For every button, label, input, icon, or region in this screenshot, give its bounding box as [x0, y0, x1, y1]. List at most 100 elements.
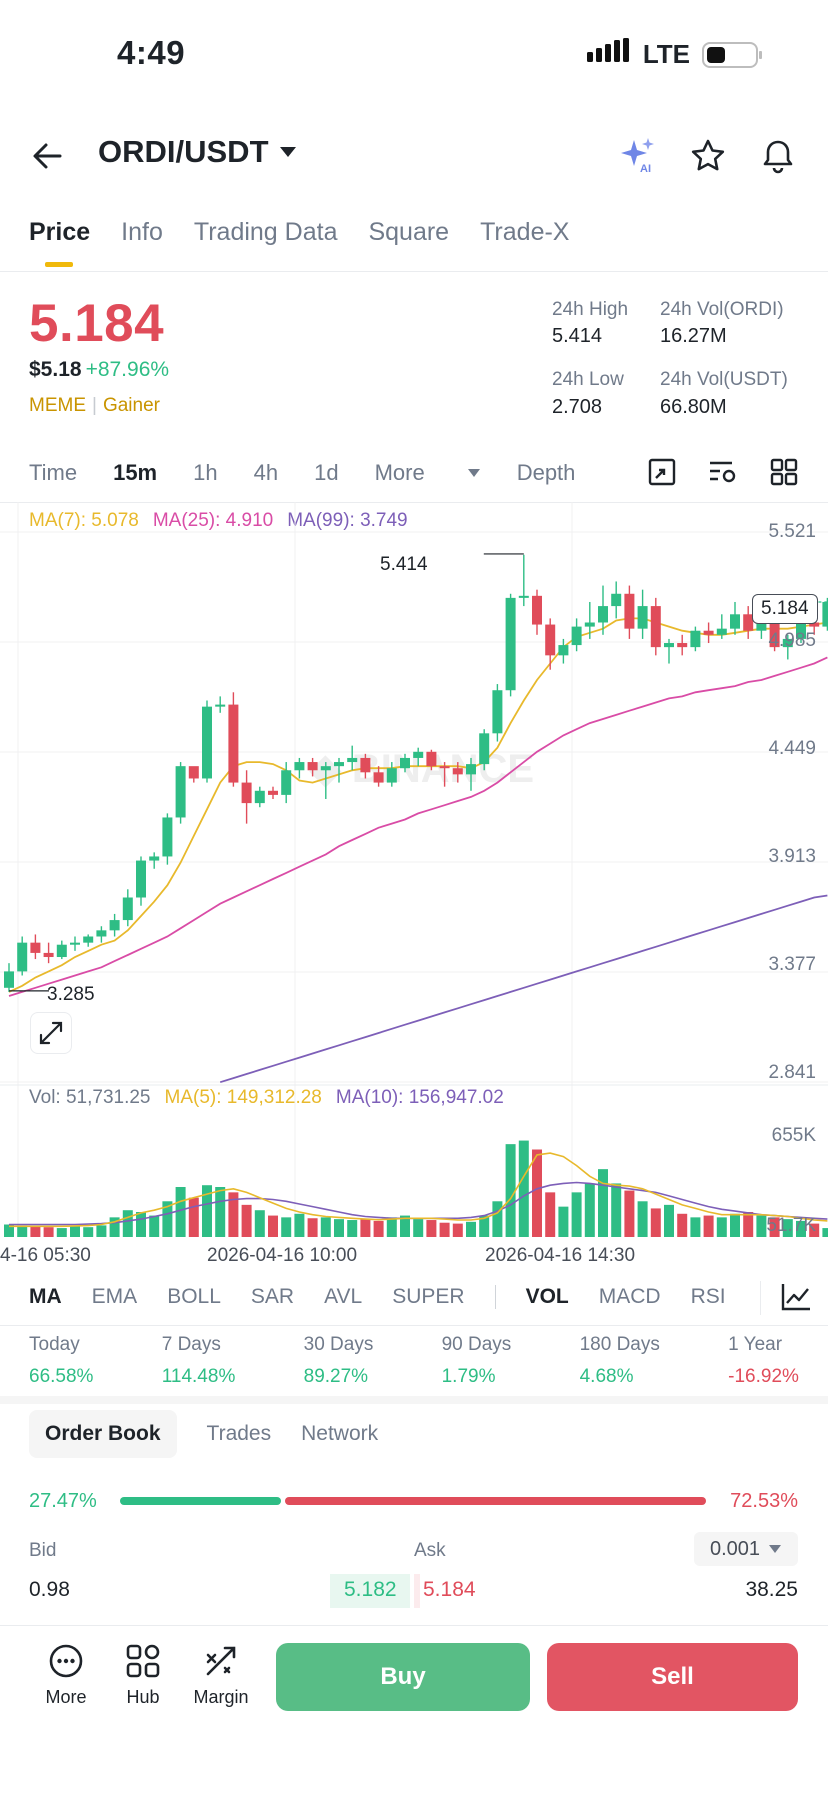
tag-meme[interactable]: MEME	[29, 395, 86, 416]
price-tick-4: 3.913	[768, 846, 816, 867]
time-tick-3: 2026-04-16 14:30	[485, 1245, 636, 1266]
candle-body-down	[650, 606, 661, 648]
volume-bar-up	[4, 1224, 14, 1237]
chart-settings-button[interactable]	[708, 458, 738, 491]
alert-button[interactable]	[758, 136, 798, 176]
indicator-settings-button[interactable]	[780, 1282, 812, 1317]
candle-body-up	[584, 622, 595, 627]
volume-bar-up	[334, 1219, 344, 1237]
candle-body-up	[294, 762, 305, 771]
ind-avl[interactable]: AVL	[324, 1285, 363, 1308]
candle-body-up	[70, 942, 80, 945]
bell-icon	[763, 140, 793, 174]
depth-tab[interactable]: Depth	[516, 460, 576, 485]
ind-sar[interactable]: SAR	[250, 1285, 295, 1308]
price-change: +87.96%	[85, 358, 170, 381]
tab-trade-x[interactable]: Trade-X	[480, 218, 570, 246]
ind-ma[interactable]: MA	[29, 1285, 62, 1308]
candle-body-down	[769, 612, 780, 648]
ai-sparkle-icon: AI	[621, 138, 654, 175]
bid-price[interactable]: 5.182	[344, 1578, 397, 1601]
buy-button[interactable]: Buy	[276, 1643, 530, 1711]
candle-body-up	[664, 643, 674, 648]
fullscreen-chart-button[interactable]	[648, 458, 676, 491]
ai-button[interactable]: AI	[618, 136, 658, 176]
tab-order-book[interactable]: Order Book	[29, 1410, 177, 1458]
volume-bar-down	[769, 1217, 780, 1237]
volume-bar-up	[281, 1217, 292, 1237]
chart-layout-button[interactable]	[770, 458, 798, 491]
interval-more[interactable]: More	[375, 460, 481, 486]
candle-body-up	[4, 971, 14, 988]
tab-info[interactable]: Info	[121, 218, 163, 246]
ask-qty: 38.25	[745, 1578, 798, 1601]
favorite-button[interactable]	[688, 136, 728, 176]
tab-price[interactable]: Price	[29, 218, 91, 267]
tab-network[interactable]: Network	[301, 1422, 379, 1445]
usd-price-row: $5.18 +87.96%	[29, 358, 169, 382]
volume-bar-down	[624, 1190, 635, 1237]
perf-value: 66.58%	[29, 1366, 94, 1387]
ind-ema[interactable]: EMA	[91, 1285, 138, 1308]
perf-item: 90 Days 1.79%	[442, 1334, 512, 1388]
tab-square[interactable]: Square	[368, 218, 450, 246]
tab-trades[interactable]: Trades	[206, 1422, 272, 1445]
candle-body-up	[136, 860, 146, 898]
ind-super[interactable]: SUPER	[392, 1285, 465, 1308]
perf-value: 4.68%	[579, 1366, 634, 1387]
indicator-settings-divider	[760, 1281, 761, 1315]
perf-item: 30 Days 89.27%	[304, 1334, 374, 1388]
candle-body-down	[743, 614, 754, 631]
hub-button[interactable]: Hub	[105, 1643, 181, 1708]
perf-item: 180 Days 4.68%	[580, 1334, 660, 1388]
candle-body-up	[96, 930, 107, 937]
tag-row: MEME | Gainer	[29, 395, 160, 416]
interval-4h[interactable]: 4h	[253, 460, 279, 485]
ind-vol[interactable]: VOL	[525, 1285, 569, 1308]
svg-text:AI: AI	[640, 163, 651, 175]
volume-bar-up	[215, 1187, 226, 1237]
volume-bar-up	[637, 1201, 648, 1237]
bid-header: Bid	[29, 1540, 57, 1561]
ask-price[interactable]: 5.184	[423, 1578, 476, 1601]
ask-ratio-bar	[285, 1497, 706, 1505]
candle-body-up	[17, 942, 28, 972]
candle-body-up	[281, 770, 292, 795]
interval-1d[interactable]: 1d	[314, 460, 339, 485]
tab-trading-data[interactable]: Trading Data	[193, 218, 338, 246]
ind-macd[interactable]: MACD	[598, 1285, 661, 1308]
volume-bar-down	[809, 1223, 820, 1237]
interval-time[interactable]: Time	[29, 460, 78, 485]
ma25-legend: MA(25): 4.910	[152, 510, 274, 531]
pair-selector[interactable]: ORDI/USDT	[98, 134, 297, 170]
back-arrow-icon	[33, 143, 62, 169]
interval-bar: Time 15m 1h 4h 1d More Depth	[29, 460, 611, 486]
perf-label: 1 Year	[728, 1334, 783, 1355]
ind-boll[interactable]: BOLL	[167, 1285, 221, 1308]
interval-15m[interactable]: 15m	[113, 460, 158, 485]
precision-select[interactable]: 0.001	[694, 1532, 798, 1566]
status-indicators: LTE	[586, 38, 762, 71]
price-chart[interactable]: ◆ BINANCE	[0, 502, 828, 1242]
candle-body-up	[83, 936, 94, 943]
ind-rsi[interactable]: RSI	[690, 1285, 726, 1308]
hub-icon	[126, 1644, 160, 1678]
tag-gainer[interactable]: Gainer	[102, 395, 160, 416]
bid-qty: 0.98	[29, 1578, 70, 1601]
grid-icon	[770, 458, 798, 486]
interval-1h[interactable]: 1h	[193, 460, 218, 485]
more-button[interactable]: More	[28, 1643, 104, 1708]
back-button[interactable]	[30, 138, 66, 174]
volume-bar-down	[650, 1208, 661, 1237]
volume-bar-up	[136, 1212, 146, 1237]
candle-body-up	[162, 817, 173, 857]
candle-body-up	[334, 762, 344, 767]
volume-bar-up	[149, 1215, 160, 1237]
volume-bar-down	[268, 1215, 278, 1237]
margin-button[interactable]: Margin	[183, 1643, 259, 1708]
volume-bar-down	[43, 1227, 54, 1237]
expand-chart-button[interactable]	[30, 1012, 72, 1054]
indicator-separator	[494, 1285, 496, 1309]
sell-button[interactable]: Sell	[547, 1643, 798, 1711]
interval-more-label: More	[374, 460, 425, 485]
